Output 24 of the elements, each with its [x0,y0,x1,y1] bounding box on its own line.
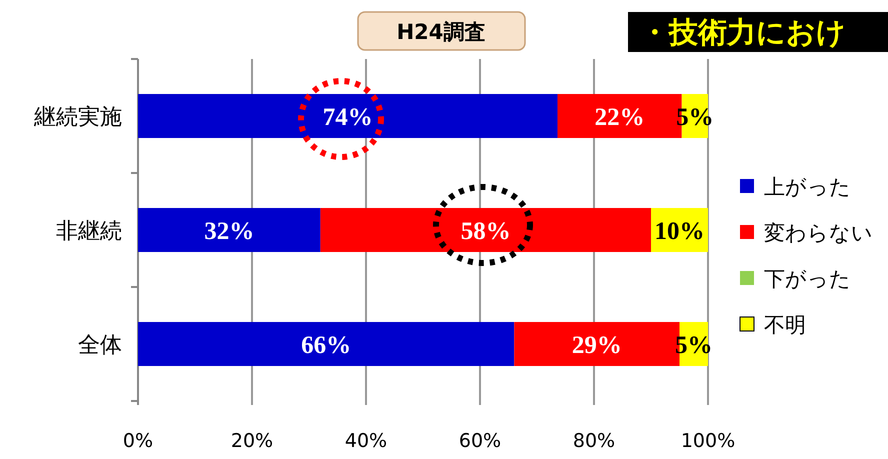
x-tick-label: 0% [122,430,154,452]
y-tick-label: 継続実施 [33,105,122,130]
data-label: 32% [204,218,254,245]
legend-label: 下がった [764,267,851,291]
x-tick-label: 80% [572,430,616,452]
bar [138,322,514,366]
data-label: 74% [322,104,373,131]
y-tick-label: 全体 [78,333,122,358]
data-label: 29% [572,332,622,359]
x-tick-label: 60% [458,430,502,452]
data-label: 10% [654,218,704,245]
text: ・技術力におけ [640,15,846,49]
legend-label: 変わらない [764,221,873,245]
legend-label: 上がった [764,175,851,199]
data-label: 58% [460,218,511,245]
bar [138,208,320,252]
data-label: 22% [594,104,645,131]
x-tick-label: 20% [230,430,274,452]
y-tick-label: 非継続 [56,219,122,244]
x-tick-label: 100% [680,430,736,452]
legend-label: 不明 [764,313,806,337]
chart-title: H24調査 [396,20,486,44]
x-tick-label: 40% [344,430,388,452]
data-label: 66% [301,332,352,359]
